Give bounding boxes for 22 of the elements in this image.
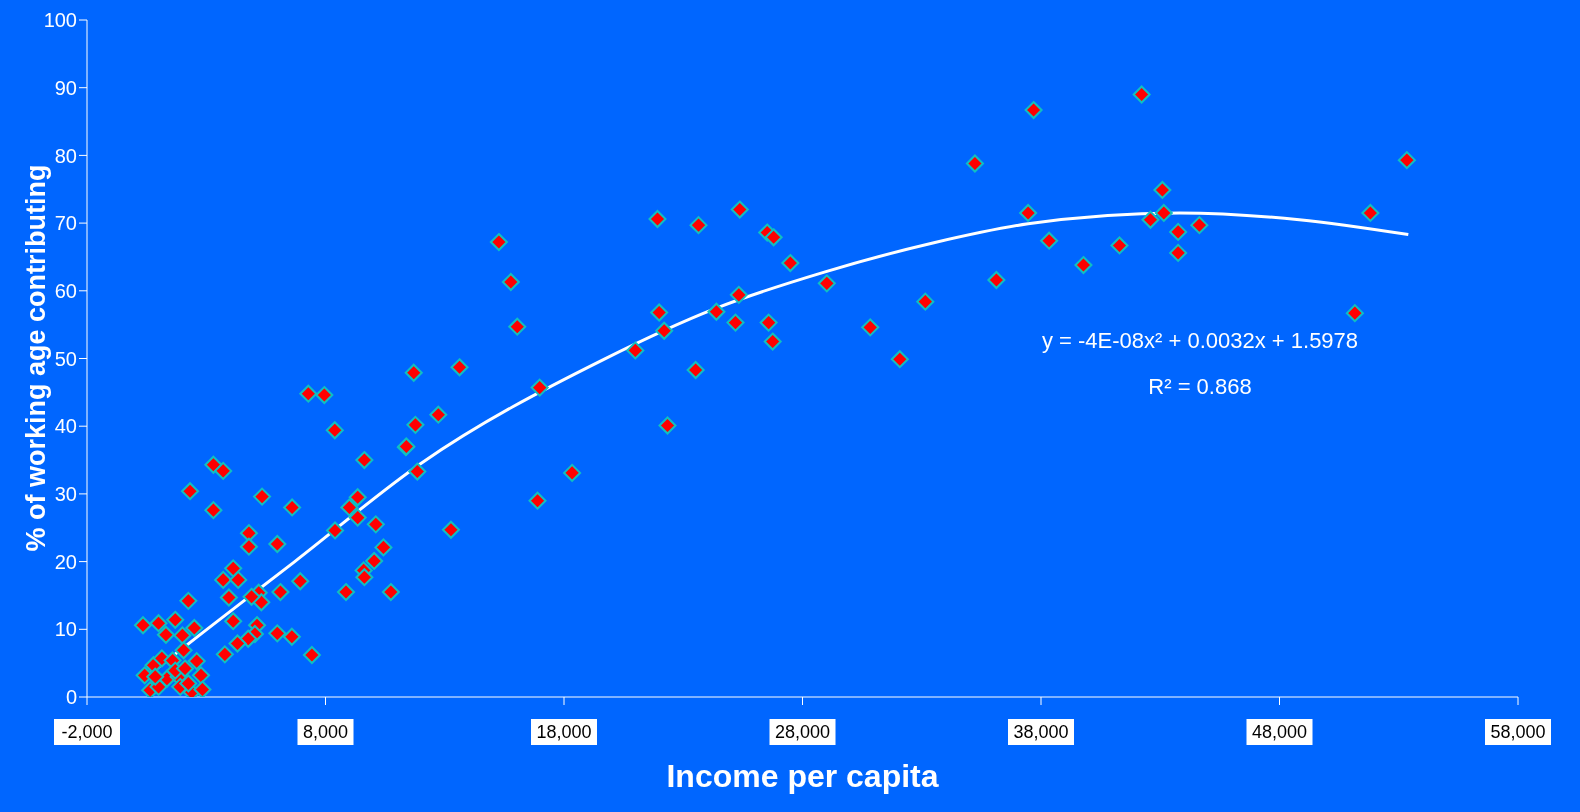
- y-tick-label: 0: [65, 686, 77, 709]
- y-axis-title: % of working age contributing: [20, 164, 52, 552]
- y-tick-label: 50: [54, 347, 77, 370]
- y-tick-label: 70: [54, 212, 77, 235]
- annotation: R² = 0.868: [1147, 374, 1253, 400]
- y-tick-label: 80: [54, 144, 77, 167]
- x-tick-label: -2,000: [61, 722, 113, 742]
- y-tick-label: 10: [54, 618, 77, 641]
- y-tick-label: 60: [54, 279, 77, 302]
- y-tick-label: 100: [43, 9, 77, 32]
- y-tick-label: 20: [54, 550, 77, 573]
- x-tick-label: 38,000: [1013, 722, 1069, 742]
- annotation: y = -4E-08x² + 0.0032x + 1.5978: [1040, 328, 1360, 354]
- x-tick-label: 58,000: [1490, 722, 1546, 742]
- x-tick-label: 28,000: [774, 722, 831, 742]
- y-tick-label: 90: [54, 76, 77, 99]
- y-tick-label: 40: [54, 415, 77, 438]
- y-tick-label: 30: [54, 483, 77, 505]
- x-tick-label: 48,000: [1251, 722, 1308, 742]
- x-tick-label: 8,000: [302, 722, 349, 742]
- x-axis-title: Income per capita: [665, 758, 940, 795]
- x-tick-label: 18,000: [536, 722, 592, 742]
